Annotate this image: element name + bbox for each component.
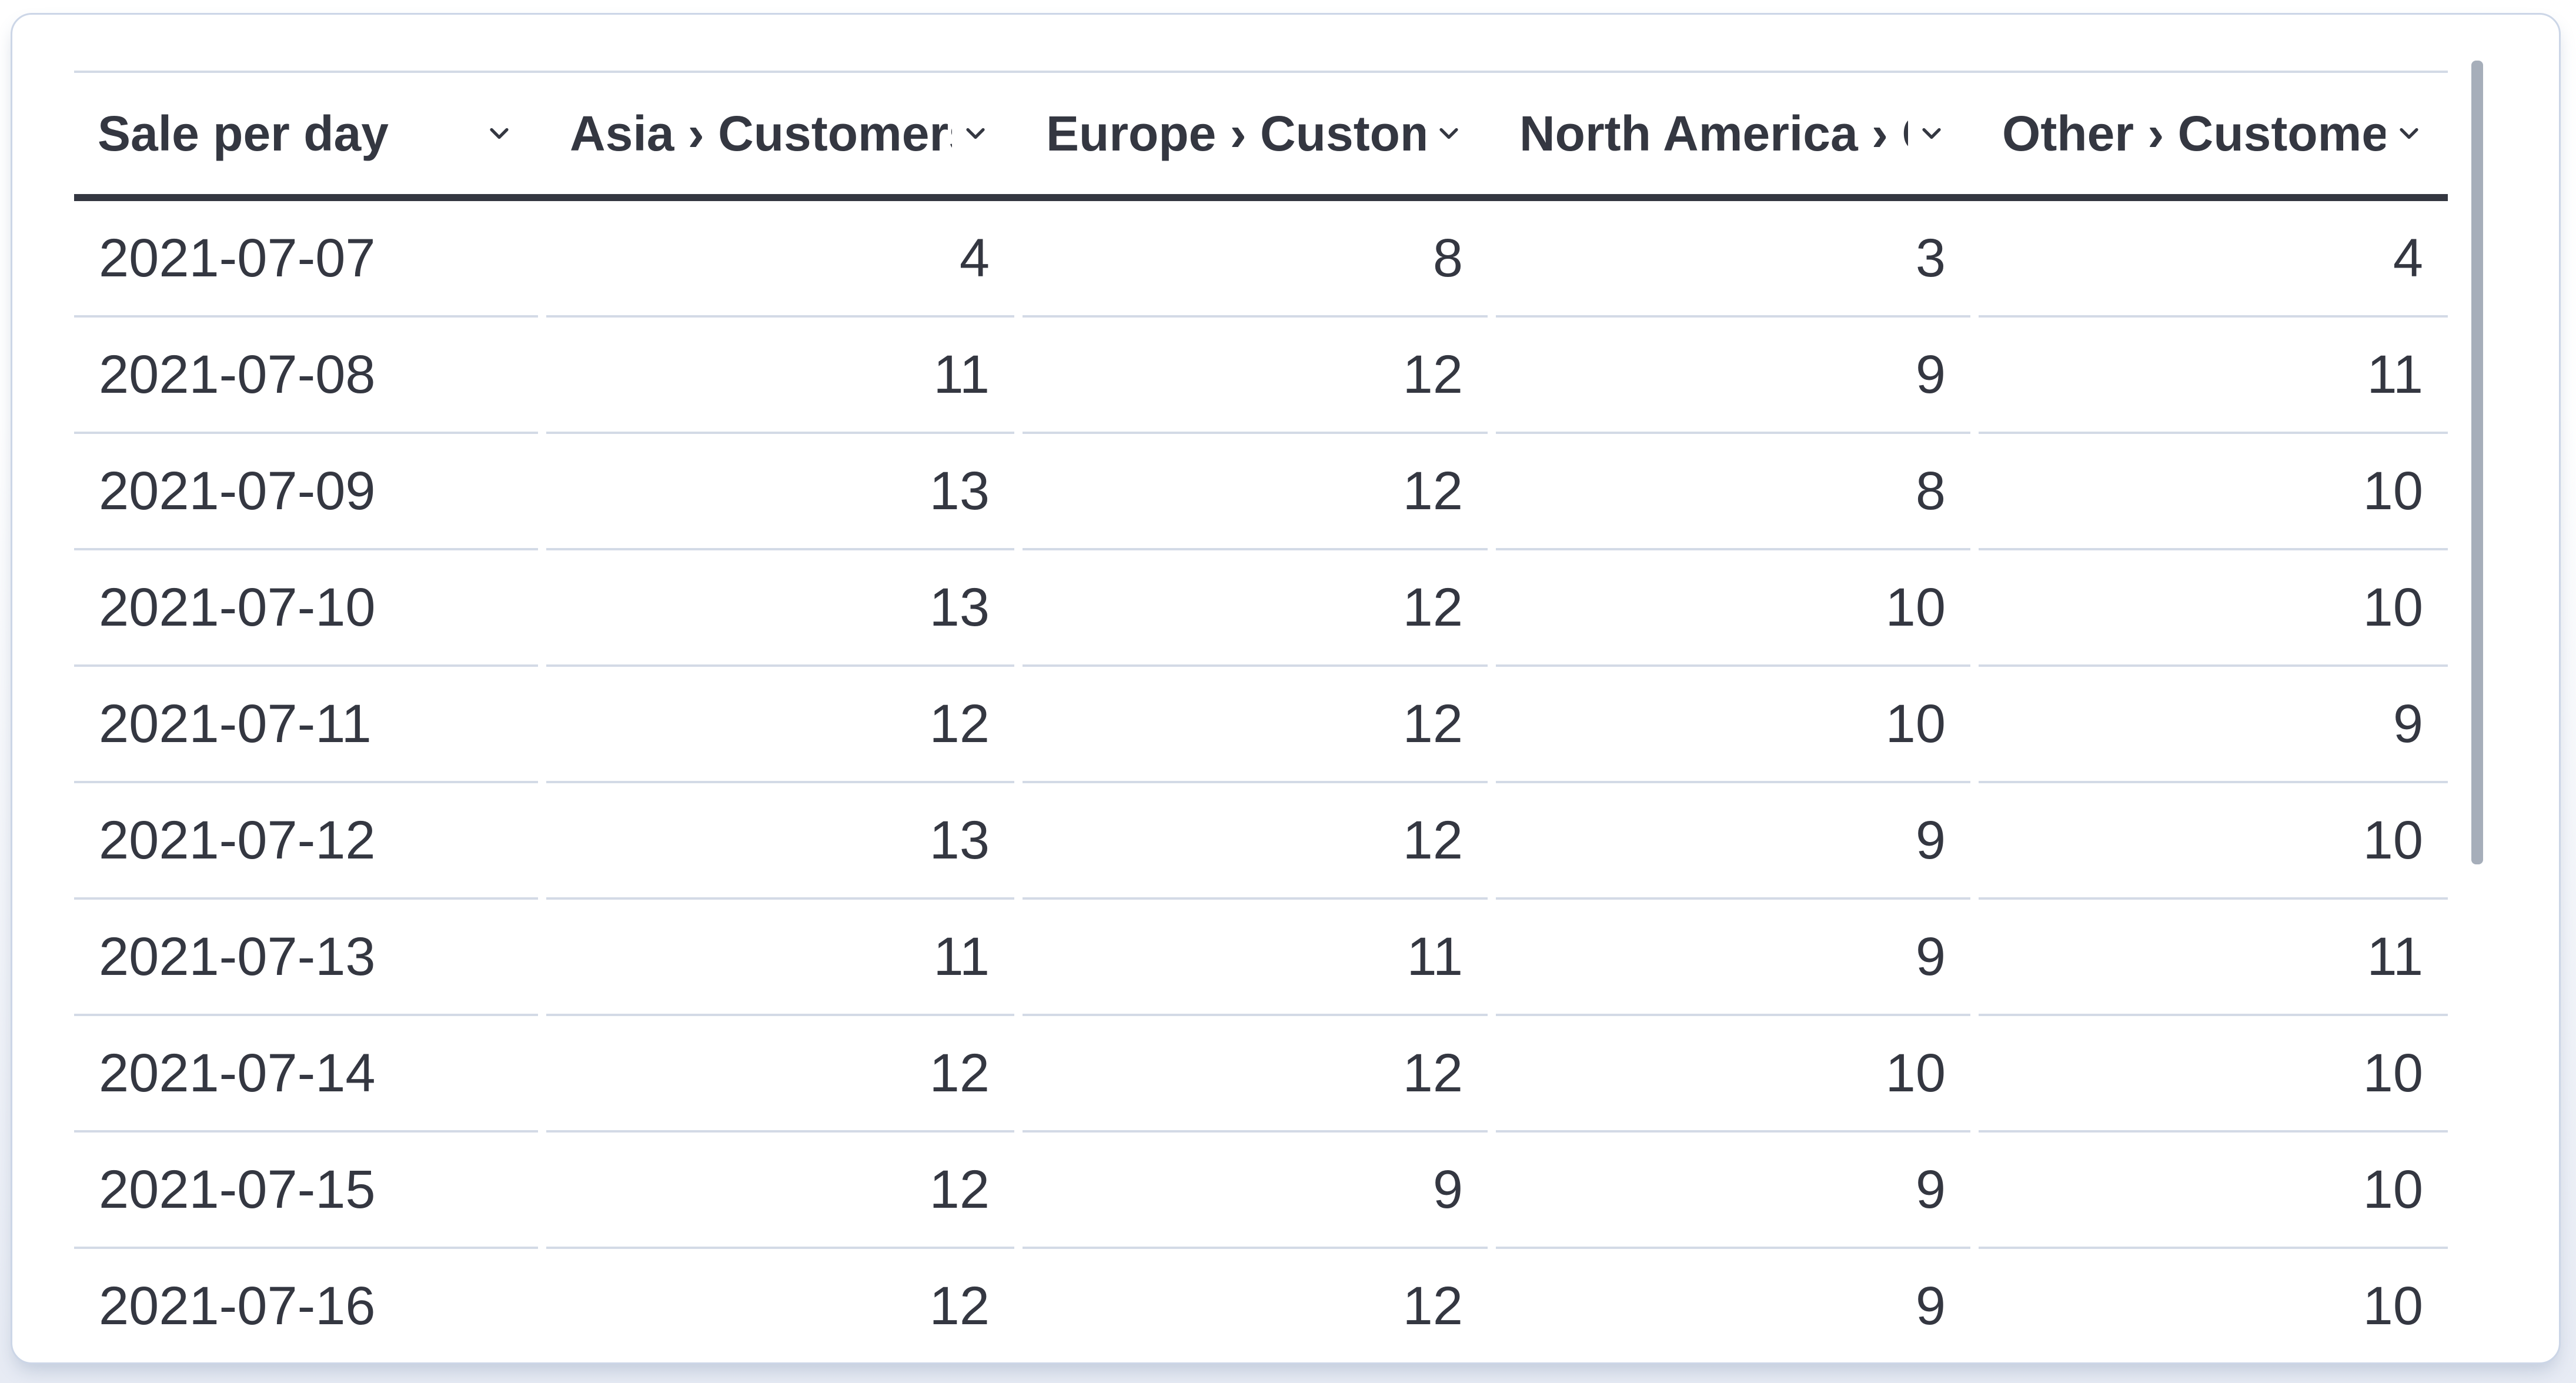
- table-row: 2021-07-09 13 12 8 10: [74, 434, 2448, 550]
- value-cell: 10: [1496, 667, 1970, 783]
- value-cell: 11: [1979, 318, 2448, 434]
- value-cell: 9: [1496, 1133, 1970, 1249]
- value-cell: 12: [1023, 550, 1488, 667]
- data-grid: Sale per day Asia › Customers Europe › C…: [74, 71, 2448, 1362]
- value-cell: 12: [546, 1016, 1014, 1133]
- column-header-other-customers[interactable]: Other › Customers: [1979, 73, 2448, 194]
- value-cell: 11: [546, 318, 1014, 434]
- column-header-north-america-customers[interactable]: North America › Customers: [1496, 73, 1970, 194]
- table-header-row: Sale per day Asia › Customers Europe › C…: [74, 71, 2448, 201]
- column-header-label: Asia › Customers: [570, 105, 952, 161]
- table-row: 2021-07-15 12 9 9 10: [74, 1133, 2448, 1249]
- value-cell: 12: [546, 1133, 1014, 1249]
- value-cell: 12: [1023, 783, 1488, 900]
- value-cell: 12: [546, 1249, 1014, 1362]
- value-cell: 12: [546, 667, 1014, 783]
- date-cell: 2021-07-07: [74, 201, 538, 318]
- column-header-label: Europe › Customers: [1046, 105, 1425, 161]
- value-cell: 10: [1496, 1016, 1970, 1133]
- value-cell: 8: [1023, 201, 1488, 318]
- value-cell: 10: [1979, 1016, 2448, 1133]
- value-cell: 9: [1496, 1249, 1970, 1362]
- column-header-label: Other › Customers: [2002, 105, 2385, 161]
- value-cell: 11: [1979, 900, 2448, 1016]
- column-header-label: North America › Customers: [1519, 105, 1908, 161]
- chevron-down-icon[interactable]: [476, 118, 514, 149]
- value-cell: 8: [1496, 434, 1970, 550]
- table-row: 2021-07-08 11 12 9 11: [74, 318, 2448, 434]
- value-cell: 9: [1496, 900, 1970, 1016]
- value-cell: 10: [1979, 783, 2448, 900]
- value-cell: 10: [1496, 550, 1970, 667]
- value-cell: 12: [1023, 434, 1488, 550]
- table-row: 2021-07-10 13 12 10 10: [74, 550, 2448, 667]
- value-cell: 12: [1023, 318, 1488, 434]
- value-cell: 12: [1023, 667, 1488, 783]
- column-header-sale-per-day[interactable]: Sale per day: [74, 73, 538, 194]
- value-cell: 12: [1023, 1016, 1488, 1133]
- table-row: 2021-07-13 11 11 9 11: [74, 900, 2448, 1016]
- date-cell: 2021-07-14: [74, 1016, 538, 1133]
- value-cell: 12: [1023, 1249, 1488, 1362]
- value-cell: 11: [1023, 900, 1488, 1016]
- value-cell: 4: [1979, 201, 2448, 318]
- date-cell: 2021-07-08: [74, 318, 538, 434]
- value-cell: 4: [546, 201, 1014, 318]
- date-cell: 2021-07-15: [74, 1133, 538, 1249]
- value-cell: 10: [1979, 550, 2448, 667]
- vertical-scrollbar-thumb[interactable]: [2471, 61, 2483, 864]
- table-row: 2021-07-07 4 8 3 4: [74, 201, 2448, 318]
- value-cell: 10: [1979, 434, 2448, 550]
- date-cell: 2021-07-09: [74, 434, 538, 550]
- value-cell: 9: [1979, 667, 2448, 783]
- date-cell: 2021-07-11: [74, 667, 538, 783]
- value-cell: 13: [546, 550, 1014, 667]
- table-body: 2021-07-07 4 8 3 4 2021-07-08 11 12 9 11 2021-07-0…: [74, 201, 2448, 1362]
- table-row: 2021-07-12 13 12 9 10: [74, 783, 2448, 900]
- chevron-down-icon[interactable]: [2385, 118, 2424, 149]
- table-row: 2021-07-11 12 12 10 9: [74, 667, 2448, 783]
- value-cell: 11: [546, 900, 1014, 1016]
- value-cell: 9: [1023, 1133, 1488, 1249]
- value-cell: 9: [1496, 783, 1970, 900]
- chevron-down-icon[interactable]: [952, 118, 991, 149]
- table-panel: Sale per day Asia › Customers Europe › C…: [11, 13, 2561, 1364]
- value-cell: 3: [1496, 201, 1970, 318]
- date-cell: 2021-07-12: [74, 783, 538, 900]
- value-cell: 10: [1979, 1249, 2448, 1362]
- date-cell: 2021-07-10: [74, 550, 538, 667]
- chevron-down-icon[interactable]: [1425, 118, 1464, 149]
- value-cell: 13: [546, 434, 1014, 550]
- chevron-down-icon[interactable]: [1908, 118, 1947, 149]
- value-cell: 10: [1979, 1133, 2448, 1249]
- table-row: 2021-07-16 12 12 9 10: [74, 1249, 2448, 1362]
- date-cell: 2021-07-13: [74, 900, 538, 1016]
- date-cell: 2021-07-16: [74, 1249, 538, 1362]
- column-header-europe-customers[interactable]: Europe › Customers: [1023, 73, 1488, 194]
- value-cell: 9: [1496, 318, 1970, 434]
- column-header-asia-customers[interactable]: Asia › Customers: [546, 73, 1014, 194]
- column-header-label: Sale per day: [98, 105, 389, 161]
- value-cell: 13: [546, 783, 1014, 900]
- table-row: 2021-07-14 12 12 10 10: [74, 1016, 2448, 1133]
